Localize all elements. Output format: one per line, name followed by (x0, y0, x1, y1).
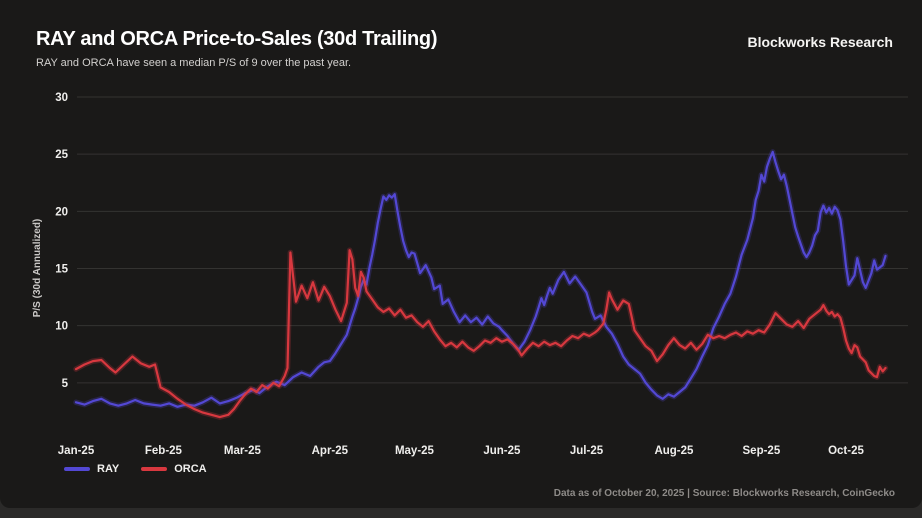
orca-line-swatch (141, 467, 168, 471)
legend-label-orca: ORCA (174, 463, 207, 475)
svg-text:Jul-25: Jul-25 (570, 445, 604, 457)
legend-label-ray: RAY (97, 463, 120, 475)
source-note: Data as of October 20, 2025 | Source: Bl… (553, 488, 895, 499)
svg-text:Feb-25: Feb-25 (145, 445, 183, 457)
svg-text:Oct-25: Oct-25 (828, 445, 864, 457)
svg-text:5: 5 (62, 378, 69, 390)
svg-text:Jan-25: Jan-25 (58, 445, 95, 457)
svg-text:Jun-25: Jun-25 (483, 445, 521, 457)
svg-text:Aug-25: Aug-25 (654, 445, 694, 457)
svg-text:15: 15 (55, 264, 68, 276)
svg-text:P/S (30d Annualized): P/S (30d Annualized) (32, 219, 43, 318)
svg-text:Mar-25: Mar-25 (224, 445, 262, 457)
svg-text:20: 20 (55, 206, 68, 218)
svg-text:May-25: May-25 (395, 445, 435, 457)
svg-text:Sep-25: Sep-25 (743, 445, 781, 457)
svg-text:30: 30 (55, 92, 68, 104)
legend-item-orca[interactable]: ORCA (141, 463, 207, 475)
ray-line-swatch (64, 467, 90, 471)
svg-text:10: 10 (55, 321, 68, 333)
page-subtitle: RAY and ORCA have seen a median P/S of 9… (36, 57, 352, 69)
brand-text: Blockworks Research (747, 34, 893, 50)
svg-text:Apr-25: Apr-25 (312, 445, 349, 457)
page-title: RAY and ORCA Price-to-Sales (30d Trailin… (36, 28, 438, 50)
chart-legend: RAY ORCA (64, 463, 207, 475)
legend-item-ray[interactable]: RAY (64, 463, 119, 475)
svg-text:25: 25 (55, 149, 68, 161)
